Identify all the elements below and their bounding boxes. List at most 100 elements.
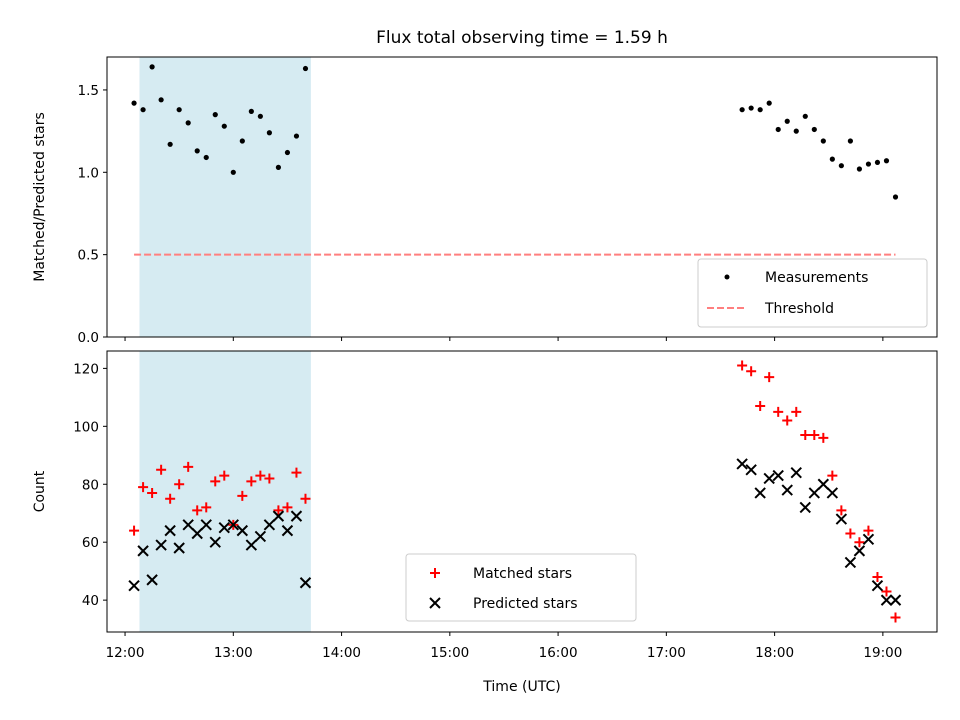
legend-measurements-marker <box>724 274 730 280</box>
predicted-stars-point <box>871 579 884 592</box>
measurement-point <box>739 107 745 113</box>
predicted-stars-point <box>853 545 866 557</box>
predicted-stars-point <box>218 522 230 534</box>
legend-matched-stars-marker <box>430 568 440 578</box>
measurement-point <box>820 138 826 144</box>
y-tick-label: 0.0 <box>78 330 99 346</box>
matched-stars-point <box>782 415 793 426</box>
measurement-point <box>892 194 899 200</box>
predicted-stars-point <box>182 519 194 531</box>
measurement-point <box>284 149 291 156</box>
predicted-stars-point <box>781 484 793 496</box>
matched-stars-point <box>183 461 194 472</box>
bottom-panel-y-axis-label: Count <box>32 470 48 512</box>
measurement-point <box>230 169 236 175</box>
predicted-stars-point <box>146 574 158 586</box>
measurement-point <box>802 113 808 119</box>
matched-stars-point <box>219 470 230 481</box>
bottom-panel-x-ticks: 12:00 13:00 14:00 15:00 16:00 17:00 18:00 19:00 <box>106 632 902 661</box>
matched-stars-point <box>863 525 874 536</box>
measurement-point <box>149 64 155 70</box>
top-panel-frame <box>106 56 938 338</box>
observing-interval-shade-top <box>139 57 311 337</box>
predicted-stars-point <box>736 458 748 470</box>
measurement-point <box>140 107 146 113</box>
legend-threshold-label: Threshold <box>764 301 834 317</box>
predicted-stars-point <box>790 466 802 479</box>
predicted-stars-point <box>254 530 267 543</box>
legend-predicted-stars-label: Predicted stars <box>473 596 578 612</box>
measurement-point <box>176 107 182 113</box>
predicted-stars-point <box>745 464 757 476</box>
bottom-panel-marks <box>128 360 902 623</box>
x-axis-label: Time (UTC) <box>482 679 560 695</box>
matched-stars-point <box>881 586 892 597</box>
matched-stars-point <box>818 432 829 443</box>
measurement-point <box>257 113 263 119</box>
legend-matched-stars-label: Matched stars <box>473 566 572 582</box>
x-tick-label: 16:00 <box>539 645 578 661</box>
predicted-stars-point <box>880 594 893 606</box>
predicted-stars-point <box>164 524 176 537</box>
y-tick-label: 0.5 <box>78 248 99 264</box>
x-tick-label: 18:00 <box>755 645 794 661</box>
measurement-point <box>221 123 227 129</box>
y-tick-label: 40 <box>82 593 99 609</box>
y-tick-label: 80 <box>82 477 99 493</box>
top-panel-x-ticks <box>124 337 884 341</box>
x-tick-label: 17:00 <box>647 645 686 661</box>
matched-stars-point <box>872 571 883 582</box>
predicted-stars-point <box>763 472 775 485</box>
matched-stars-point <box>737 360 748 371</box>
matched-stars-point <box>836 505 847 516</box>
matched-stars-point <box>755 401 766 412</box>
matched-stars-point <box>800 430 811 441</box>
x-tick-label: 12:00 <box>106 645 145 661</box>
predicted-stars-point <box>889 594 902 606</box>
predicted-stars-point <box>844 556 857 569</box>
measurement-point <box>793 128 799 134</box>
predicted-stars-point <box>236 524 249 537</box>
top-panel-y-axis-label: Matched/Predicted stars <box>32 112 48 282</box>
top-panel: 0.0 0.5 1.0 1.5 Matched/Predicted stars Mea… <box>32 56 938 346</box>
matched-stars-point <box>210 476 221 487</box>
measurement-point <box>874 159 881 166</box>
predicted-stars-point <box>754 487 766 499</box>
predicted-stars-point <box>191 527 203 540</box>
measurement-point <box>766 100 772 106</box>
predicted-stars-point <box>299 577 312 589</box>
matched-stars-point <box>255 470 266 481</box>
measurement-point <box>185 120 191 126</box>
observing-interval-shade-bottom <box>139 351 311 632</box>
matched-stars-point <box>138 482 149 493</box>
predicted-stars-point <box>772 469 784 482</box>
measurement-point <box>811 126 817 133</box>
matched-stars-point <box>156 464 167 475</box>
predicted-stars-point <box>173 542 185 554</box>
measurement-point <box>275 164 282 170</box>
predicted-stars-point <box>799 501 811 514</box>
matched-stars-point <box>827 470 838 481</box>
predicted-stars-point <box>290 510 303 522</box>
bottom-panel-legend: Matched stars Predicted stars <box>405 553 637 622</box>
measurement-point <box>266 130 272 136</box>
measurement-point <box>757 107 763 113</box>
y-tick-label: 60 <box>82 535 99 551</box>
top-panel-y-ticks: 0.0 0.5 1.0 1.5 <box>78 83 107 346</box>
matched-stars-point <box>201 502 212 513</box>
predicted-stars-point <box>245 539 258 551</box>
matched-stars-point <box>809 430 820 441</box>
legend-box <box>697 258 928 328</box>
matched-stars-point <box>147 487 158 498</box>
measurement-point <box>239 138 245 144</box>
matched-stars-point <box>764 372 775 383</box>
predicted-stars-point <box>808 487 821 499</box>
legend-box <box>405 553 637 622</box>
matched-stars-point <box>165 493 176 504</box>
measurement-point <box>838 163 844 169</box>
matched-stars-point <box>264 473 275 484</box>
top-panel-marks <box>131 64 899 256</box>
predicted-stars-point <box>281 524 294 537</box>
matched-stars-point <box>282 502 293 513</box>
